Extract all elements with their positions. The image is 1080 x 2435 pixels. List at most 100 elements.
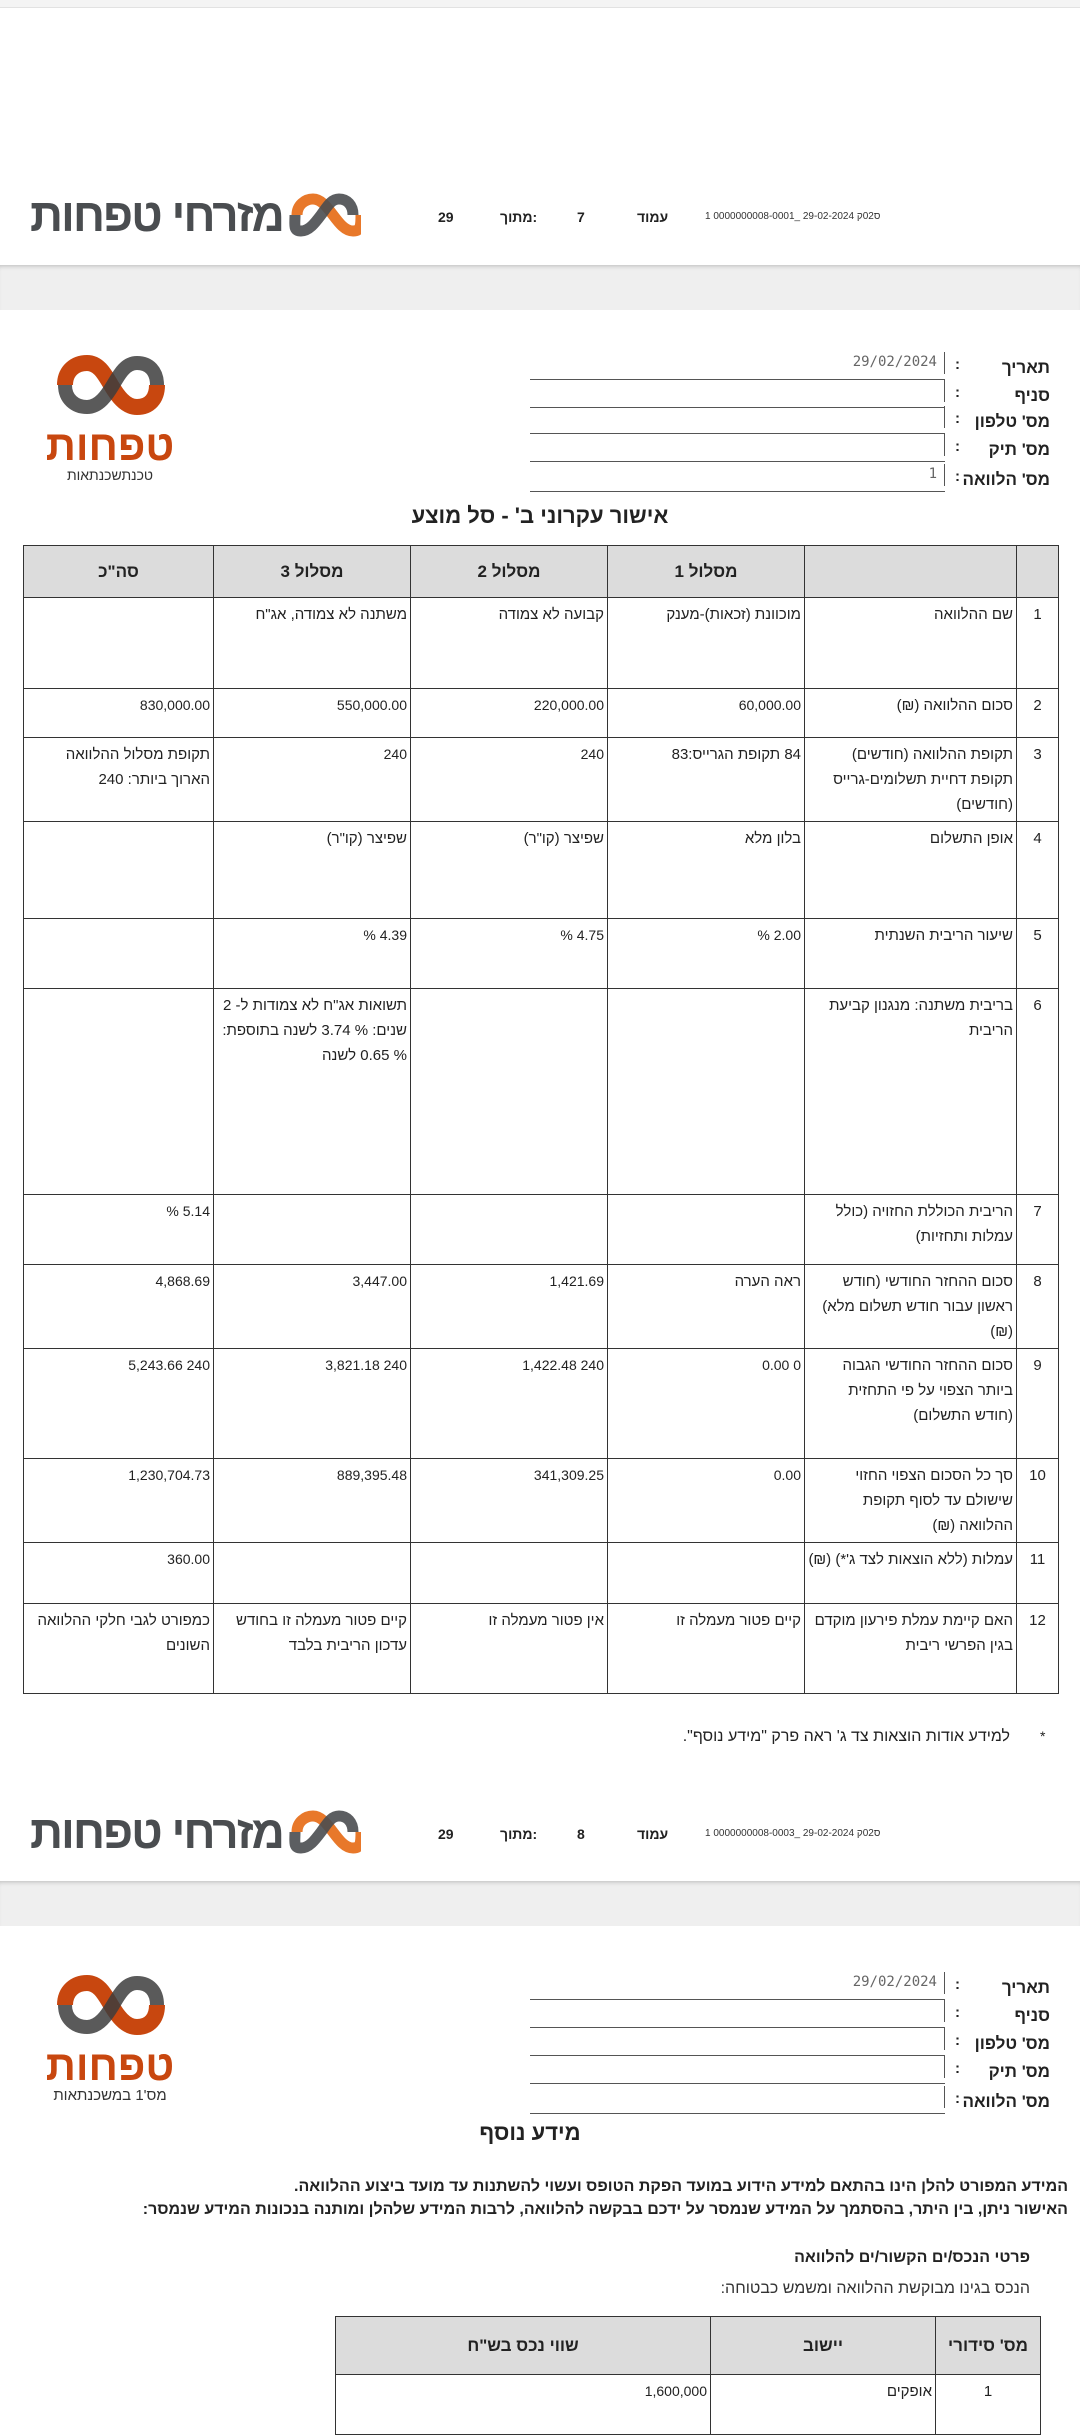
cell-path-2: 220,000.00 (410, 688, 608, 738)
cell-path-1: 84 תקופת הגרייס:83 (607, 737, 805, 822)
field-3[interactable] (530, 2056, 945, 2084)
cell-path-3: 3,821.18 240 (213, 1348, 411, 1459)
field-colon: : (955, 468, 960, 485)
field-colon: : (955, 1976, 960, 1993)
field-label: מס' תיק (988, 440, 1050, 459)
total-pages: 29 (438, 209, 454, 225)
cell-path-3: שפיצר (קו"ר) (213, 821, 411, 919)
field-label: תאריך (1001, 358, 1050, 377)
of-label: מתוך: (500, 209, 538, 225)
cell-total: 830,000.00 (23, 688, 214, 738)
doc-code: 1 0000000008-0003_ 29-02-2024 ס02ק (705, 1828, 881, 1839)
logo-tagline: טכנתשכנתאות (66, 467, 154, 483)
cell-total (23, 918, 214, 989)
row-label: הריבית הכוללת החזויה (כולל עמלות ותחזיות… (804, 1194, 1017, 1265)
cell-city: אופקים (710, 2374, 936, 2435)
cell-path-1 (607, 1194, 805, 1265)
cell-total (23, 988, 214, 1195)
row-label: האם קיימת עמלת פירעון מוקדם בגין הפרשי ר… (804, 1603, 1017, 1694)
page-label: עמוד (637, 1826, 669, 1842)
cell-path-3: 240 (213, 737, 411, 822)
cell-path-1: קיים פטור מעמלה זו (607, 1603, 805, 1694)
tefahot-logo: טפחות מס'1 במשכנתאות (30, 1970, 190, 2104)
cell-serial: 1 (935, 2374, 1041, 2435)
table-row: 5 שיעור הריבית השנתית % 2.00% 4.75% 4.39 (23, 918, 1059, 989)
cell-path-3 (213, 1194, 411, 1265)
table-row: 10 סך כל הסכום הצפוי החזוי שישולם עד לסו… (23, 1458, 1059, 1543)
field-1[interactable] (530, 2000, 945, 2028)
infinity-logo-icon (57, 354, 165, 416)
of-label: מתוך: (500, 1826, 538, 1842)
row-label: עמלות (ללא הוצאות לצד ג'*) (₪) (804, 1542, 1017, 1604)
header-city: יישוב (710, 2316, 936, 2375)
field-4[interactable]: 1 (530, 464, 945, 492)
cell-path-3 (213, 1542, 411, 1604)
cell-total (23, 821, 214, 919)
doc-code: 1 0000000008-0001_ 29-02-2024 ס02ק (705, 211, 881, 222)
loan-table: מסלול 1 מסלול 2 מסלול 3 סה"כ 1 שם ההלווא… (23, 545, 1059, 1694)
cell-path-1: ראה הערה (607, 1264, 805, 1349)
field-2[interactable] (530, 2028, 945, 2056)
info-paragraph-1: המידע המפורט להלן הינו בהתאם למידע הידוע… (294, 2178, 1068, 2195)
cell-path-3: 889,395.48 (213, 1458, 411, 1543)
field-0[interactable]: 29/02/2024 (530, 1972, 945, 2000)
top-edge (0, 0, 1080, 8)
field-0[interactable]: 29/02/2024 (530, 352, 945, 380)
cell-path-2: 240 (410, 737, 608, 822)
infinity-logo-icon (289, 193, 361, 237)
field-colon: : (955, 2004, 960, 2021)
field-2[interactable] (530, 406, 945, 434)
field-value: 29/02/2024 (852, 354, 937, 370)
cell-path-2: אין פטור מעמלה זו (410, 1603, 608, 1694)
page-separator (0, 265, 1080, 310)
table-row: 6 בריבית משתנה: מנגנון קביעת הריבית תשוא… (23, 988, 1059, 1195)
cell-value: 1,600,000 (335, 2374, 711, 2435)
cell-path-3: 3,447.00 (213, 1264, 411, 1349)
field-colon: : (955, 384, 960, 401)
row-number: 11 (1016, 1542, 1059, 1604)
footnote-mark: * (1040, 1728, 1046, 1744)
cell-total: 4,868.69 (23, 1264, 214, 1349)
cell-path-3: % 4.39 (213, 918, 411, 989)
field-label: מס' טלפון (974, 2034, 1050, 2053)
header-serial: מס' סידורי (935, 2316, 1041, 2375)
row-number: 12 (1016, 1603, 1059, 1694)
row-label: שם ההלוואה (804, 597, 1017, 689)
cell-path-3: 550,000.00 (213, 688, 411, 738)
row-label: סכום ההחזר החודשי (חודש ראשון עבור חודש … (804, 1264, 1017, 1349)
header-path-2: מסלול 2 (410, 545, 608, 598)
header-path-1: מסלול 1 (607, 545, 805, 598)
row-number: 9 (1016, 1348, 1059, 1459)
cell-total: 5,243.66 240 (23, 1348, 214, 1459)
field-1[interactable] (530, 380, 945, 408)
field-colon: : (955, 356, 960, 373)
header-path-3: מסלול 3 (213, 545, 411, 598)
infinity-logo-icon (57, 1974, 165, 2036)
table-row: 4 אופן התשלום בלון מלא שפיצר (קו"ר) שפיצר … (23, 821, 1059, 919)
table-row: 1 אופקים 1,600,000 (335, 2374, 1041, 2435)
table-row: 8 סכום ההחזר החודשי (חודש ראשון עבור חוד… (23, 1264, 1059, 1349)
row-label: תקופת ההלוואה (חודשים) תקופת דחיית תשלומ… (804, 737, 1017, 822)
field-4[interactable] (530, 2086, 945, 2114)
cell-path-1: מוכוונת (זכאות)-מענק (607, 597, 805, 689)
row-label: בריבית משתנה: מנגנון קביעת הריבית (804, 988, 1017, 1195)
cell-total (23, 597, 214, 689)
cell-total: כמפורט לגבי חלקי ההלוואה השונים (23, 1603, 214, 1694)
cell-total: 360.00 (23, 1542, 214, 1604)
cell-path-2: קבועה לא צמודה (410, 597, 608, 689)
field-label: מס' טלפון (974, 412, 1050, 431)
table-row: 12 האם קיימת עמלת פירעון מוקדם בגין הפרש… (23, 1603, 1059, 1694)
header-total: סה"כ (23, 545, 214, 598)
table-header-row: מסלול 1 מסלול 2 מסלול 3 סה"כ (23, 545, 1059, 598)
row-label: סכום ההלוואה (₪) (804, 688, 1017, 738)
footnote-text: למידע אודות הוצאות צד ג' ראה פרק "מידע נ… (682, 1728, 1010, 1745)
cell-path-2 (410, 1542, 608, 1604)
field-value: 29/02/2024 (852, 1974, 937, 1990)
field-label: סניף (1014, 386, 1050, 405)
brand-name: מזרחי טפחות (30, 189, 285, 241)
infinity-logo-icon (289, 1810, 361, 1854)
info-paragraph-2: האישור ניתן, בין היתר, בהסתמך על המידע ש… (142, 2201, 1068, 2218)
cell-path-2: 1,422.48 240 (410, 1348, 608, 1459)
field-3[interactable] (530, 434, 945, 462)
cell-path-1 (607, 988, 805, 1195)
